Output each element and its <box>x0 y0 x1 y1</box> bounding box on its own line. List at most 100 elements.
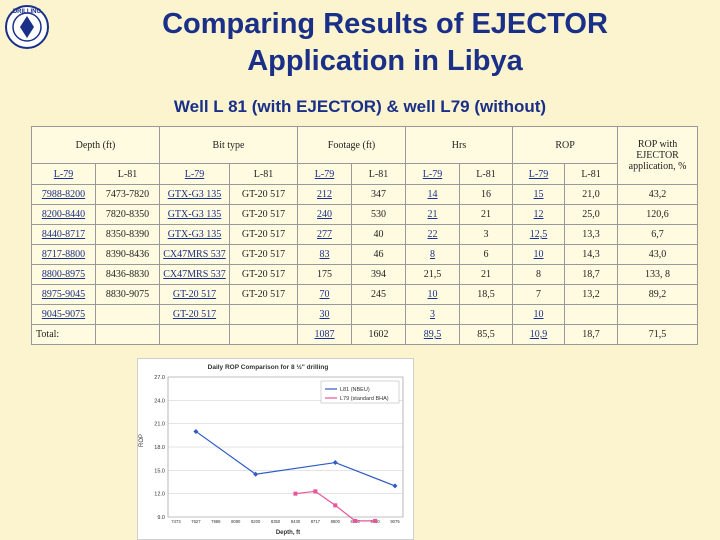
table-cell: 12 <box>512 204 566 225</box>
table-row: 7988-8200 7473-7820 GTX-G3 135 GT-20 517… <box>31 184 699 205</box>
x-tick-label: 7627 <box>191 519 201 524</box>
table-cell <box>228 324 299 345</box>
table-cell: 21 <box>459 264 514 285</box>
y-tick-label: 15.0 <box>154 468 165 474</box>
table-cell <box>228 304 299 325</box>
x-axis-label: Depth, ft <box>276 530 300 536</box>
total-cell: 1087 <box>297 324 353 345</box>
table-cell: 8830-9075 <box>95 284 160 305</box>
table-cell: 10 <box>405 284 461 305</box>
table-row: 8800-8975 8436-8830 CX47MRS 537 GT-20 51… <box>31 264 699 285</box>
table-cell: 240 <box>297 204 353 225</box>
table-cell: 21 <box>459 204 514 225</box>
table-cell: 18,5 <box>459 284 514 305</box>
table-cell <box>351 304 407 325</box>
table-cell: 8717-8800 <box>31 244 96 265</box>
table-cell: 12,5 <box>512 224 566 245</box>
chart-legend: L81 (NBEU) L79 (standard BHA) <box>320 380 400 404</box>
table-cell: 21,5 <box>405 264 461 285</box>
table-cell: 16 <box>459 184 514 205</box>
x-tick-labels: 7473762779888090820083508430871788008900… <box>171 519 400 524</box>
x-tick-label: 8717 <box>311 519 321 524</box>
group-header-row: Depth (ft) Bit type Footage (ft) Hrs ROP… <box>31 126 699 185</box>
table-cell: GT-20 517 <box>228 244 299 265</box>
y-tick-label: 24.0 <box>154 398 165 404</box>
table-cell: 89,2 <box>617 284 699 305</box>
table-cell: 40 <box>351 224 407 245</box>
table-cell: 212 <box>297 184 353 205</box>
sub-header-cell: L-79 <box>159 163 230 185</box>
table-cell: 10 <box>512 244 566 265</box>
legend-box <box>320 380 400 404</box>
y-tick-label: 21.0 <box>154 422 165 428</box>
table-cell: GT-20 517 <box>159 284 230 305</box>
table-cell: 8 <box>405 244 461 265</box>
table-cell: 133, 8 <box>617 264 699 285</box>
header-footage: Footage (ft) <box>297 126 407 164</box>
table-cell: GT-20 517 <box>159 304 230 325</box>
sub-header-cell: L-79 <box>297 163 353 185</box>
x-tick-label: 7473 <box>171 519 181 524</box>
page-subtitle: Well L 81 (with EJECTOR) & well L79 (wit… <box>173 97 547 116</box>
table-cell: 8975-9045 <box>31 284 96 305</box>
table-cell: 15 <box>512 184 566 205</box>
svg-text:DRILLING: DRILLING <box>13 9 42 15</box>
header-hrs: Hrs <box>405 126 514 164</box>
table-cell: 22 <box>405 224 461 245</box>
series-line <box>195 430 396 487</box>
total-cell: 18,7 <box>564 324 619 345</box>
table-cell: GT-20 517 <box>228 224 299 245</box>
table-cell: 21 <box>405 204 461 225</box>
y-tick-label: 27.0 <box>154 375 165 381</box>
table-cell: CX47MRS 537 <box>159 244 230 265</box>
table-row: 8975-9045 8830-9075 GT-20 517 GT-20 517 … <box>31 284 699 305</box>
data-point <box>253 471 259 477</box>
table-cell: 8440-8717 <box>31 224 96 245</box>
results-table: Depth (ft) Bit type Footage (ft) Hrs ROP… <box>31 126 699 345</box>
sub-header-cell: L-81 <box>228 163 299 185</box>
total-cell: 89,5 <box>405 324 461 345</box>
table-cell <box>564 304 619 325</box>
total-cell: 71,5 <box>617 324 699 345</box>
table-cell: 120,6 <box>617 204 699 225</box>
table-cell: 7 <box>512 284 566 305</box>
table-row: 8200-8440 7820-8350 GTX-G3 135 GT-20 517… <box>31 204 699 225</box>
rop-chart: Daily ROP Comparison for 8 ½" drilling R… <box>137 358 414 540</box>
table-cell: 13,3 <box>564 224 619 245</box>
data-point <box>293 491 298 496</box>
total-cell: 10,9 <box>512 324 566 345</box>
totals-row: Total: 1087 1602 89,5 85,5 10,9 18,7 71,… <box>31 324 699 345</box>
table-cell: 530 <box>351 204 407 225</box>
table-cell: 175 <box>297 264 353 285</box>
table-cell: 25,0 <box>564 204 619 225</box>
sub-header-cell: L-81 <box>564 163 619 185</box>
table-cell: GT-20 517 <box>228 264 299 285</box>
table-cell: 13,2 <box>564 284 619 305</box>
x-tick-label: 8350 <box>271 519 281 524</box>
legend-label: L79 (standard BHA) <box>340 396 389 402</box>
table-cell: 18,7 <box>564 264 619 285</box>
data-point <box>353 518 358 523</box>
data-point <box>373 518 378 523</box>
table-row: 8440-8717 8350-8390 GTX-G3 135 GT-20 517… <box>31 224 699 245</box>
header-rop: ROP <box>512 126 619 164</box>
table-cell: CX47MRS 537 <box>159 264 230 285</box>
table-cell: 8 <box>512 264 566 285</box>
data-point <box>193 428 199 434</box>
y-tick-label: 12.0 <box>154 492 165 498</box>
total-cell: 1602 <box>351 324 407 345</box>
table-cell: 6 <box>459 244 514 265</box>
table-cell: 7473-7820 <box>95 184 160 205</box>
table-cell: 9045-9075 <box>31 304 96 325</box>
table-cell: 8800-8975 <box>31 264 96 285</box>
x-tick-label: 9075 <box>390 519 400 524</box>
table-cell: 3 <box>459 224 514 245</box>
table-cell: 7988-8200 <box>31 184 96 205</box>
header-depth: Depth (ft) <box>31 126 160 164</box>
table-cell: 8200-8440 <box>31 204 96 225</box>
table-cell: 10 <box>512 304 566 325</box>
x-tick-label: 7988 <box>211 519 221 524</box>
y-tick-labels: 27.0 24.0 21.0 18.0 15.0 12.0 9.0 <box>154 375 165 521</box>
header-rop-ejector: ROP with EJECTOR application, % <box>617 126 699 185</box>
chart-series <box>193 428 398 523</box>
